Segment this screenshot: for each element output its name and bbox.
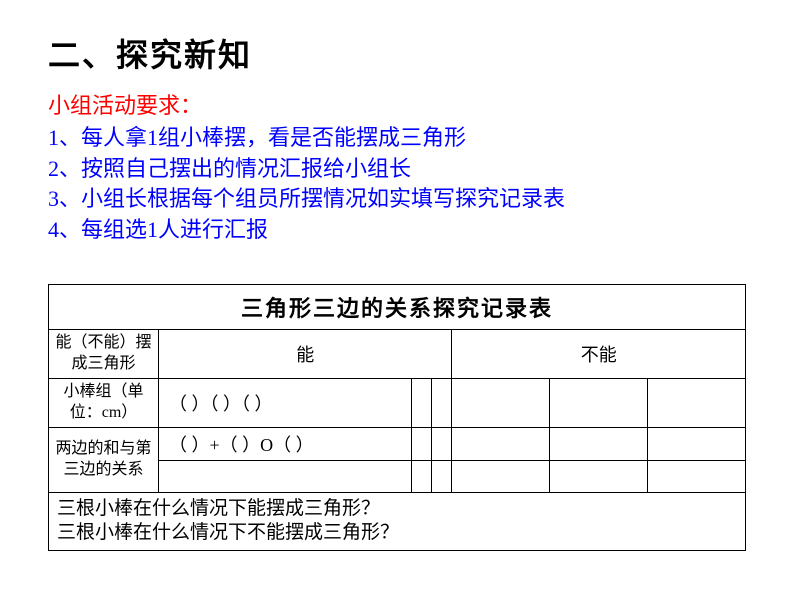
sticks-cell-5 [550, 378, 648, 427]
relation-cell-1: （ ）+（ ）O（ ） [159, 427, 412, 460]
col-header-yes: 能 [159, 330, 452, 379]
relation-cell-11 [550, 460, 648, 492]
col-header-no: 不能 [452, 330, 746, 379]
record-table-wrapper: 三角形三边的关系探究记录表 能（不能）摆成三角形 能 不能 小棒组（单位：cm）… [48, 284, 746, 551]
instruction-3: 3、小组长根据每个组员所摆情况如实填写探究记录表 [48, 185, 746, 214]
instruction-4: 4、每组选1人进行汇报 [48, 216, 746, 245]
row-header-sticks: 小棒组（单位：cm） [49, 378, 159, 427]
question-2: 三根小棒在什么情况下不能摆成三角形？ [57, 521, 737, 546]
relation-cell-3 [432, 427, 452, 460]
row-header-can: 能（不能）摆成三角形 [49, 330, 159, 379]
relation-cell-2 [411, 427, 431, 460]
sticks-cell-1: （ ）（ ）（ ） [159, 378, 412, 427]
row-header-relation: 两边的和与第三边的关系 [49, 427, 159, 492]
record-table: 三角形三边的关系探究记录表 能（不能）摆成三角形 能 不能 小棒组（单位：cm）… [48, 284, 746, 551]
instruction-1: 1、每人拿1组小棒摆，看是否能摆成三角形 [48, 124, 746, 153]
question-1: 三根小棒在什么情况下能摆成三角形？ [57, 497, 737, 522]
relation-cell-4 [452, 427, 550, 460]
sticks-cell-3 [432, 378, 452, 427]
relation-cell-5 [550, 427, 648, 460]
activity-subtitle: 小组活动要求： [48, 88, 746, 120]
relation-cell-12 [648, 460, 746, 492]
instruction-2: 2、按照自己摆出的情况汇报给小组长 [48, 155, 746, 184]
relation-cell-10 [452, 460, 550, 492]
sticks-cell-2 [411, 378, 431, 427]
relation-cell-8 [411, 460, 431, 492]
sticks-cell-6 [648, 378, 746, 427]
relation-cell-9 [432, 460, 452, 492]
relation-cell-7 [159, 460, 412, 492]
question-row: 三根小棒在什么情况下能摆成三角形？ 三根小棒在什么情况下不能摆成三角形？ [49, 492, 746, 550]
section-title: 二、探究新知 [48, 30, 746, 76]
relation-cell-6 [648, 427, 746, 460]
table-title: 三角形三边的关系探究记录表 [49, 285, 746, 330]
sticks-cell-4 [452, 378, 550, 427]
